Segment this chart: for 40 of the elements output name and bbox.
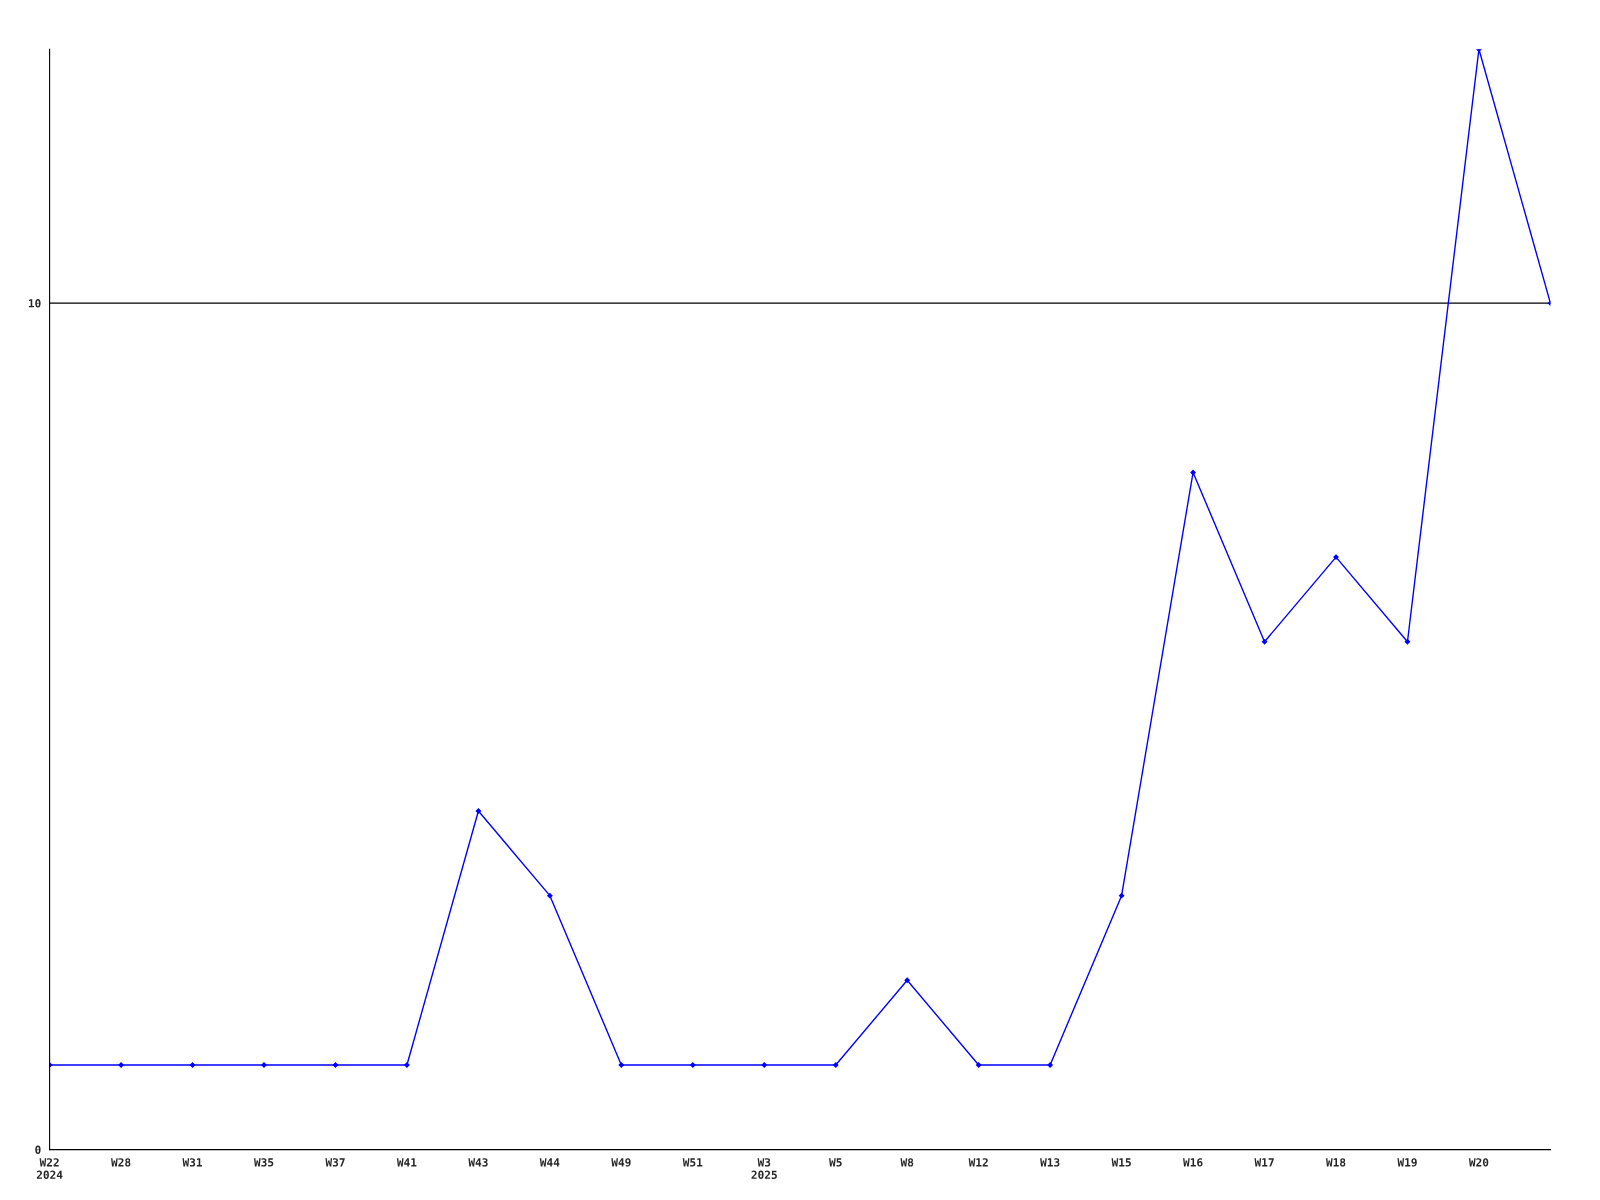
x-tick-label: W35	[253, 1158, 274, 1167]
point	[904, 977, 911, 984]
point	[832, 1062, 839, 1068]
point	[475, 808, 482, 814]
x-tick-label: W18	[1325, 1158, 1346, 1167]
line-series	[49, 49, 1551, 1068]
point	[1118, 892, 1125, 899]
point	[332, 1062, 339, 1068]
point	[1404, 638, 1411, 645]
x-tick-label: W12	[968, 1158, 988, 1167]
x-tick-label: W3 2025	[751, 1158, 777, 1179]
x-tick-label: W20	[1468, 1158, 1489, 1167]
x-tick-label: W17	[1254, 1158, 1274, 1167]
x-tick-label: W22 2024	[36, 1158, 63, 1179]
y-tick-label: 0	[35, 1145, 41, 1154]
x-tick-label: W5	[829, 1158, 842, 1167]
point	[546, 892, 553, 899]
point	[689, 1062, 696, 1068]
point	[618, 1062, 625, 1068]
x-tick-label: W37	[325, 1158, 345, 1167]
x-tick-label: W31	[182, 1158, 203, 1167]
x-tick-label: W41	[396, 1158, 417, 1167]
point	[189, 1062, 196, 1068]
x-tick-label: W8	[900, 1158, 914, 1167]
x-tick-label: W51	[682, 1158, 703, 1167]
x-tick-label: W16	[1183, 1158, 1203, 1167]
x-tick-label: W43	[468, 1158, 488, 1167]
x-tick-label: W15	[1111, 1158, 1131, 1167]
point	[975, 1062, 982, 1068]
point	[1261, 638, 1268, 645]
point	[1190, 469, 1197, 476]
x-tick-label: W44	[539, 1158, 560, 1167]
x-tick-label: W28	[111, 1158, 131, 1167]
point	[761, 1062, 768, 1068]
point	[1047, 1062, 1054, 1068]
x-tick-label: W19	[1397, 1158, 1417, 1167]
x-tick-label: W13	[1040, 1158, 1060, 1167]
point	[1333, 554, 1339, 561]
y-tick-label: 10	[28, 299, 41, 308]
x-tick-label: W49	[611, 1158, 631, 1167]
